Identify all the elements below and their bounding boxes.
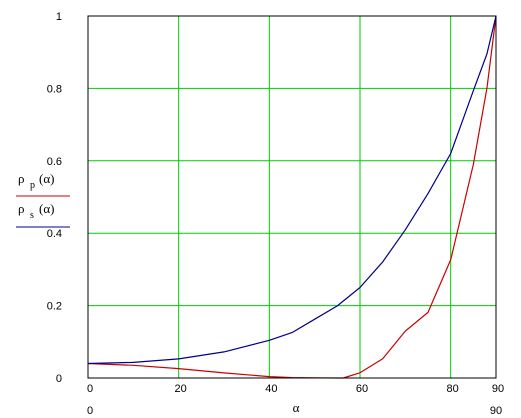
x-range-min: 0	[87, 405, 93, 417]
x-tick-label-5: 90	[492, 383, 504, 395]
legend-series-s: ρ s (α)	[16, 201, 70, 228]
y-tick-label-5: 1	[56, 11, 62, 23]
series-line-s	[87, 15, 497, 365]
grid	[88, 16, 496, 378]
x-axis-label: α	[293, 400, 300, 415]
x-tick-label-3: 60	[356, 383, 368, 395]
legend-p-sub: p	[30, 180, 35, 191]
x-tick-label-0: 0	[87, 383, 93, 395]
legend-s-arg: (α)	[39, 201, 54, 216]
y-tick-labels: 0 0.2 0.4 0.6 0.8 1	[47, 11, 62, 385]
y-tick-label-4: 0.8	[47, 83, 62, 95]
x-range-max: 90	[490, 405, 502, 417]
legend-series-p: ρ p (α)	[16, 171, 70, 197]
y-tick-label-2: 0.4	[47, 228, 62, 240]
plot-background	[88, 16, 496, 378]
x-tick-label-2: 40	[265, 383, 277, 395]
plot-frame	[87, 15, 497, 379]
y-tick-label-1: 0.2	[47, 301, 62, 313]
legend-p-main: ρ	[18, 171, 25, 186]
x-tick-label-4: 80	[447, 383, 459, 395]
legend-s-sub: s	[30, 210, 34, 221]
legend-p-arg: (α)	[39, 171, 54, 186]
y-tick-label-3: 0.6	[47, 156, 62, 168]
x-tick-labels: 0 20 40 60 80 90	[87, 383, 504, 395]
y-tick-label-0: 0	[56, 373, 62, 385]
legend-s-main: ρ	[18, 201, 25, 216]
x-tick-label-1: 20	[175, 383, 187, 395]
